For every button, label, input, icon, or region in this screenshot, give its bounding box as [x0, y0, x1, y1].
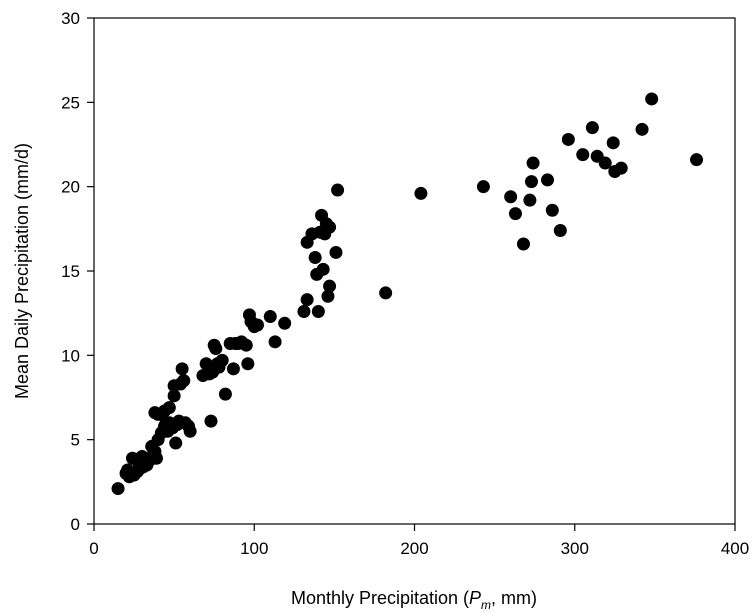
data-point — [585, 121, 599, 135]
data-point — [329, 245, 343, 259]
x-axis-title-subscript: m — [481, 598, 491, 612]
data-point — [297, 304, 311, 318]
data-point — [149, 451, 163, 465]
data-point — [177, 374, 191, 388]
data-point — [526, 156, 540, 170]
x-axis-title-before: Monthly Precipitation ( — [291, 588, 469, 608]
data-point — [614, 161, 628, 175]
data-point — [508, 207, 522, 221]
x-axis-title: Monthly Precipitation (Pm, mm) — [291, 588, 537, 612]
data-point — [311, 304, 325, 318]
data-point — [321, 289, 335, 303]
data-point — [215, 353, 229, 367]
data-point — [226, 362, 240, 376]
data-point — [323, 220, 337, 234]
y-tick-label: 25 — [61, 93, 80, 112]
data-point — [111, 482, 125, 496]
data-point — [598, 156, 612, 170]
data-point — [523, 193, 537, 207]
data-point — [250, 318, 264, 332]
data-point — [379, 286, 393, 300]
data-point — [308, 251, 322, 265]
data-point — [167, 389, 181, 403]
data-point — [323, 279, 337, 293]
data-point — [561, 132, 575, 146]
data-point — [576, 148, 590, 162]
y-tick-label: 20 — [61, 178, 80, 197]
x-axis-title-symbol: P — [469, 588, 481, 608]
y-tick-label: 10 — [61, 346, 80, 365]
x-axis: 0 100 200 300 400 — [89, 524, 749, 558]
data-point — [169, 436, 183, 450]
x-tick-label: 200 — [400, 539, 428, 558]
y-tick-label: 15 — [61, 262, 80, 281]
data-point — [414, 186, 428, 200]
x-tick-label: 300 — [561, 539, 589, 558]
data-point — [524, 175, 538, 189]
data-point — [541, 173, 555, 187]
data-point — [239, 338, 253, 352]
data-point — [476, 180, 490, 194]
data-point — [209, 342, 223, 356]
plot-frame — [93, 17, 736, 525]
y-tick-label: 30 — [61, 9, 80, 28]
y-axis: 0 5 10 15 20 25 30 — [61, 9, 94, 534]
x-tick-label: 0 — [89, 539, 98, 558]
data-point — [278, 316, 292, 330]
data-point — [218, 387, 232, 401]
data-point — [300, 293, 314, 307]
data-point — [645, 92, 659, 106]
y-tick-label: 0 — [71, 515, 80, 534]
data-point — [545, 203, 559, 217]
data-point — [635, 122, 649, 136]
data-point — [263, 310, 277, 324]
data-point — [316, 262, 330, 276]
data-point — [690, 153, 704, 167]
data-point — [606, 136, 620, 150]
data-point — [204, 414, 218, 428]
data-point — [175, 362, 189, 376]
data-point — [183, 424, 197, 438]
data-point — [268, 335, 282, 349]
data-point — [241, 357, 255, 371]
data-point — [516, 237, 530, 251]
x-tick-label: 100 — [240, 539, 268, 558]
data-points — [111, 92, 704, 496]
y-tick-label: 5 — [71, 431, 80, 450]
x-axis-title-after: , mm) — [491, 588, 537, 608]
y-axis-title: Mean Daily Precipitation (mm/d) — [12, 143, 32, 399]
data-point — [553, 224, 567, 238]
data-point — [331, 183, 345, 197]
x-tick-label: 400 — [721, 539, 749, 558]
data-point — [504, 190, 518, 204]
data-point — [162, 401, 176, 415]
